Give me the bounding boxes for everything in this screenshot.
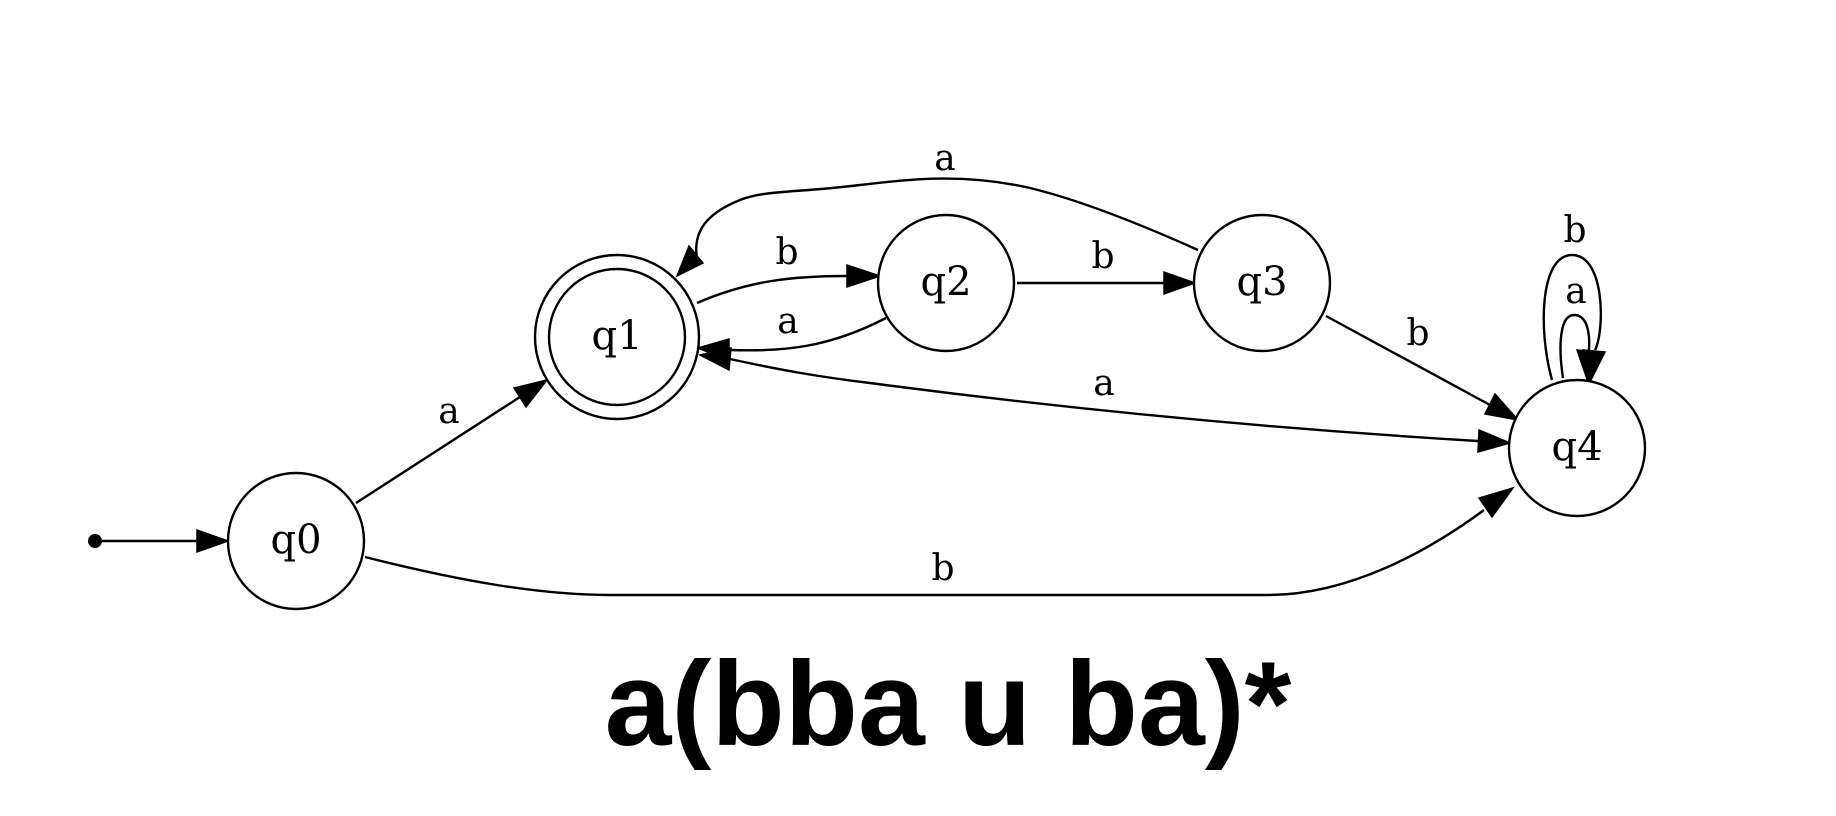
- state-q1: q1: [533, 253, 701, 421]
- state-q0: q0: [226, 471, 366, 611]
- edge-label-q3-q4: b: [1406, 313, 1429, 354]
- edge-label-q4-a: a: [1565, 271, 1586, 312]
- start-arrow: [88, 528, 231, 554]
- state-label-q0: q0: [270, 517, 321, 563]
- edge-label-q2-q3: b: [1091, 236, 1114, 277]
- edge-q0-q4: b: [364, 486, 1515, 597]
- edge-q3-q1: a: [675, 138, 1199, 278]
- edge-label-q3-q1: a: [934, 138, 955, 179]
- edge-q1-q4: a: [697, 347, 1513, 454]
- edge-q4-q4-inner: a: [1559, 271, 1601, 385]
- state-label-q3: q3: [1236, 259, 1287, 305]
- state-label-q1: q1: [591, 313, 642, 359]
- state-q4: q4: [1507, 378, 1647, 518]
- state-label-q2: q2: [920, 259, 971, 305]
- state-label-q4: q4: [1551, 424, 1602, 470]
- edge-label-q0-q1: a: [438, 391, 459, 432]
- edge-label-q1-q4: a: [1093, 363, 1114, 404]
- edge-q2-q3: b: [1017, 236, 1198, 296]
- state-q2: q2: [876, 213, 1016, 353]
- edge-label-q2-q1: a: [777, 301, 798, 342]
- edge-q0-q1: a: [355, 378, 549, 505]
- edge-q3-q4: b: [1325, 313, 1520, 422]
- edge-label-q4-b: b: [1563, 210, 1586, 251]
- edge-q1-q2: b: [696, 232, 883, 305]
- edge-label-q0-q4: b: [931, 548, 954, 589]
- state-q3: q3: [1192, 213, 1332, 353]
- regex-caption: a(bba u ba)*: [605, 637, 1292, 771]
- edge-label-q1-q2: b: [775, 232, 798, 273]
